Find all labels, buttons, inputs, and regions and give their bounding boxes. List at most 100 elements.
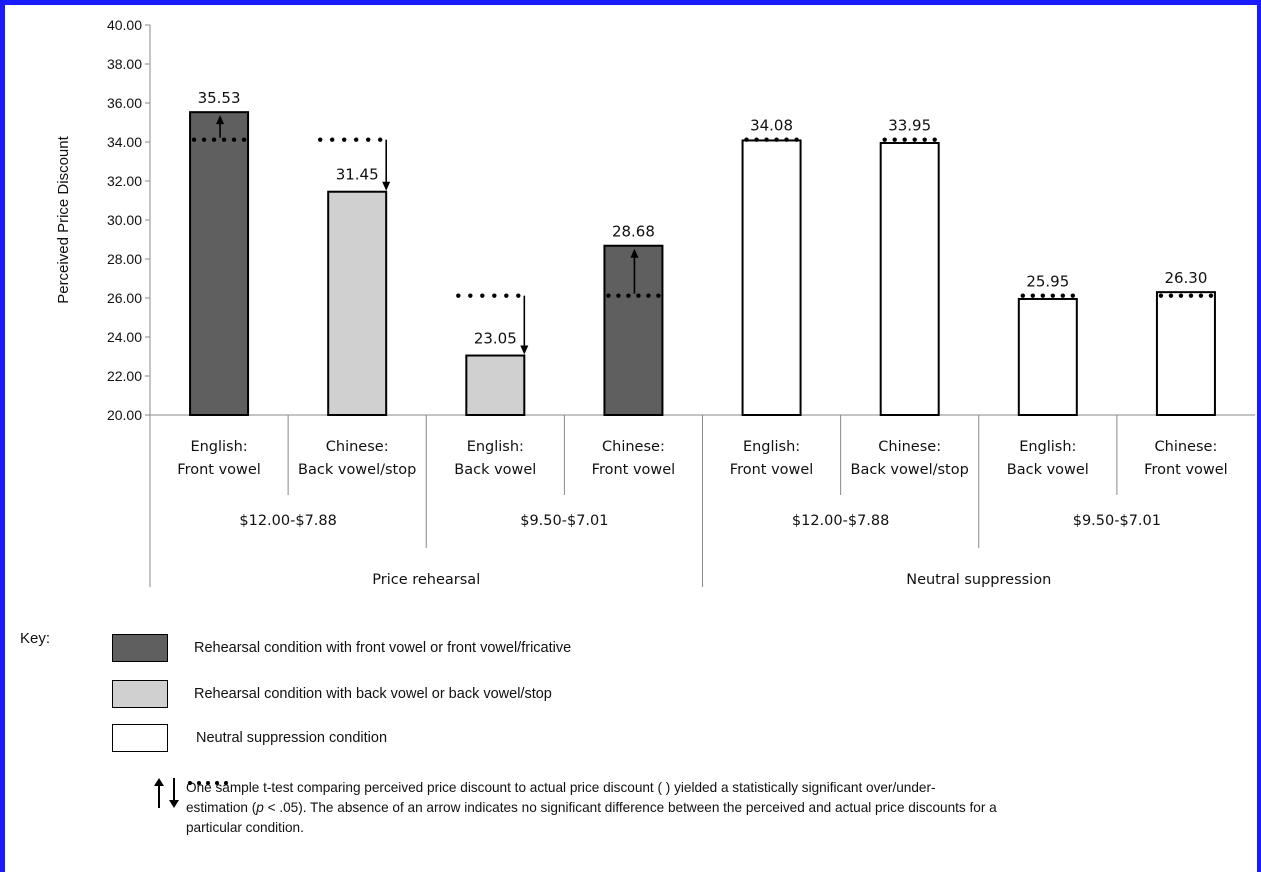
category-label-line2: Back vowel/stop — [851, 462, 969, 478]
condition-label: Neutral suppression — [906, 572, 1051, 588]
category-label-line1: Chinese: — [1155, 439, 1218, 455]
actual-price-dot — [456, 293, 461, 298]
actual-price-dot — [1178, 293, 1184, 298]
bar — [189, 111, 250, 416]
legend-note-part-b: ) yielded a statistically significant ov… — [662, 780, 936, 795]
bar-value-label: 33.95 — [888, 117, 931, 135]
actual-price-dot — [774, 137, 779, 142]
legend-label-back: Rehearsal condition with back vowel or b… — [194, 686, 552, 702]
actual-price-dot — [1060, 293, 1066, 298]
actual-price-dot — [211, 137, 217, 142]
actual-price-dot — [754, 137, 759, 142]
category-label-line1: English: — [467, 439, 524, 455]
bar-value-label: 34.08 — [750, 117, 793, 135]
bar — [465, 354, 526, 416]
bar-value-label: 31.45 — [336, 166, 379, 184]
y-tick-label: 22.00 — [107, 368, 142, 384]
y-tick-label: 34.00 — [107, 134, 142, 150]
category-labels: English: Front vowel Chinese: Back vowel/st… — [177, 439, 1227, 588]
actual-price-dot — [241, 137, 247, 142]
bar-value-label: 25.95 — [1026, 273, 1069, 291]
category-label-line2: Front vowel — [592, 462, 676, 478]
y-tick-label: 26.00 — [107, 290, 142, 306]
bar — [879, 141, 940, 416]
legend-label-front: Rehearsal condition with front vowel or … — [194, 640, 572, 656]
actual-price-dot — [468, 293, 473, 298]
actual-price-dot — [1158, 293, 1164, 298]
category-label-line1: English: — [743, 439, 800, 455]
bar — [327, 190, 388, 416]
condition-label: Price rehearsal — [372, 572, 480, 588]
bar-chart: 20.00 22.00 24.00 26.00 28.00 30.00 32.00 34.00… — [55, 17, 1255, 588]
actual-price-dot — [480, 293, 485, 298]
actual-price-dot — [1070, 293, 1076, 298]
category-label-line1: Chinese: — [602, 439, 665, 455]
actual-price-dot — [1168, 293, 1174, 298]
bar — [603, 244, 664, 416]
actual-price-dot — [377, 137, 383, 142]
actual-price-dot — [353, 137, 359, 142]
key-title: Key: — [20, 630, 51, 647]
price-group-label: $9.50-$7.01 — [1073, 513, 1161, 529]
actual-price-dot — [656, 293, 661, 298]
actual-price-dot — [1040, 293, 1046, 298]
price-group-label: $12.00-$7.88 — [792, 513, 889, 529]
actual-price-dot — [1020, 293, 1026, 298]
actual-price-dot — [1050, 293, 1056, 298]
actual-price-dot — [646, 293, 651, 298]
actual-price-dot — [626, 293, 631, 298]
bar — [1155, 291, 1216, 416]
category-label-line1: English: — [1019, 439, 1076, 455]
bar-value-label: 28.68 — [612, 223, 655, 241]
actual-price-dot — [794, 137, 799, 142]
chart-bars: 35.53 31.45 23.05 28.68 34.08 33.95 25.95 26.30 — [189, 89, 1216, 417]
legend-note-part-a: One sample t-test comparing perceived pr… — [186, 780, 663, 795]
category-label-line2: Back vowel/stop — [298, 462, 416, 478]
actual-price-dot — [1198, 293, 1204, 298]
up-arrowhead-icon — [630, 248, 639, 258]
bar — [1017, 297, 1078, 417]
legend-note-part-c: estimation ( — [186, 800, 257, 815]
bar-value-label: 26.30 — [1164, 269, 1207, 287]
y-tick-label: 38.00 — [107, 56, 142, 72]
actual-price-dot — [221, 137, 227, 142]
actual-price-dot — [922, 137, 927, 142]
y-tick-label: 30.00 — [107, 212, 142, 228]
chart-axes: 20.00 22.00 24.00 26.00 28.00 30.00 32.00 34.00… — [55, 17, 1255, 587]
category-label-line2: Front vowel — [177, 462, 261, 478]
legend-note: One sample t-test comparing perceived pr… — [186, 778, 1252, 838]
actual-price-dot — [902, 137, 907, 142]
actual-price-dot — [341, 137, 347, 142]
actual-price-dot — [616, 293, 621, 298]
actual-price-dot — [1030, 293, 1036, 298]
y-tick-label: 32.00 — [107, 173, 142, 189]
legend-note-part-e: particular condition. — [186, 820, 304, 835]
y-axis-label: Perceived Price Discount — [55, 135, 72, 303]
y-tick-label: 20.00 — [107, 407, 142, 423]
category-label-line2: Front vowel — [1144, 462, 1228, 478]
actual-price-dot — [492, 293, 497, 298]
bar-value-label: 35.53 — [198, 89, 241, 107]
actual-price-dot — [1188, 293, 1194, 298]
bar — [741, 139, 802, 416]
actual-price-dot — [892, 137, 897, 142]
actual-price-dot — [912, 137, 917, 142]
down-arrowhead-icon — [382, 181, 391, 191]
y-tick-label: 36.00 — [107, 95, 142, 111]
category-label-line1: Chinese: — [326, 439, 389, 455]
price-group-label: $9.50-$7.01 — [520, 513, 608, 529]
legend-note-p: p — [256, 800, 264, 815]
y-tick-label: 40.00 — [107, 17, 142, 33]
down-arrowhead-icon — [520, 345, 529, 355]
actual-price-dot — [504, 293, 509, 298]
actual-price-dot — [764, 137, 769, 142]
legend-label-neutral: Neutral suppression condition — [196, 730, 388, 746]
up-down-arrows-icon — [154, 778, 179, 808]
legend-swatch-neutral — [112, 724, 168, 752]
category-label-line2: Front vowel — [730, 462, 814, 478]
actual-price-dot — [329, 137, 335, 142]
actual-price-dot — [932, 137, 937, 142]
y-tick-label: 28.00 — [107, 251, 142, 267]
category-label-line1: Chinese: — [878, 439, 941, 455]
